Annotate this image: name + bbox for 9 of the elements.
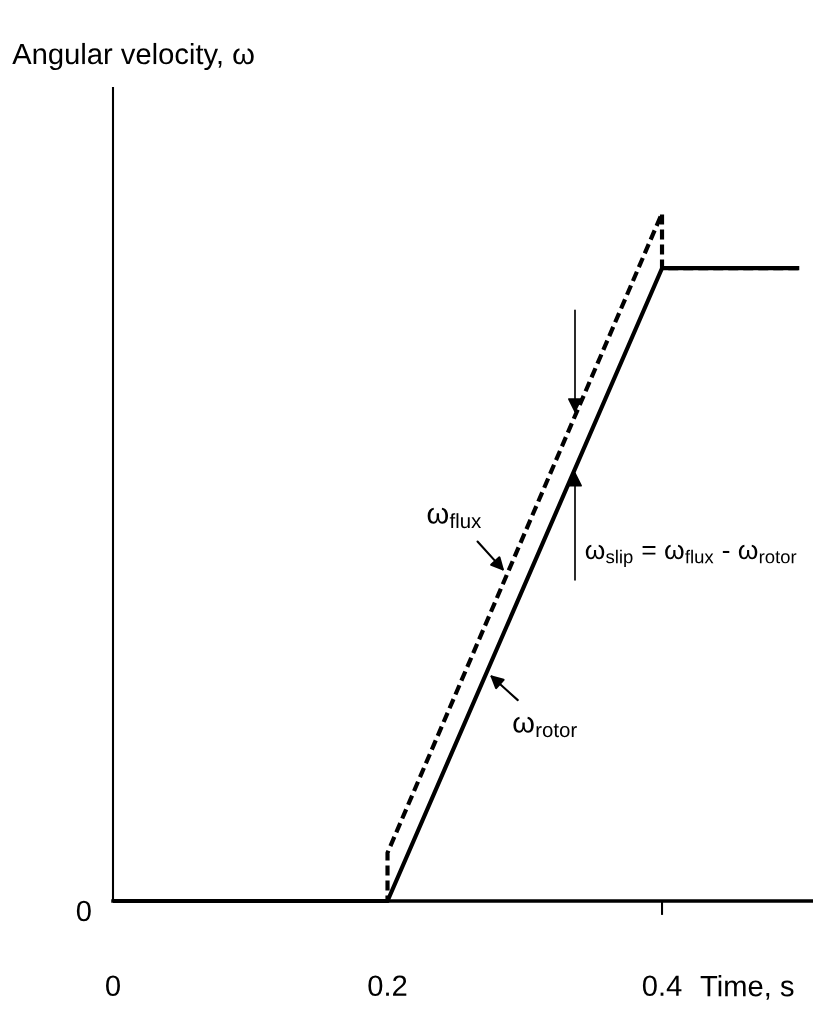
x-axis-title: Time, s [700,975,794,1000]
series-label: ω$_{flux}$ [427,507,482,529]
legend-label: ω$_{rotor}$ [513,716,577,738]
x-tick-label: 0.4 [642,975,682,997]
y-axis-title: Angular velocity, ω [12,42,254,71]
x-tick-label: 0.2 [368,975,407,997]
annotation: ω$_{slip}$ = ω$_{flux}$ - ω$_{rotor}$ [585,544,797,568]
x-tick-label: 0 [106,975,120,997]
annotation: 0 [76,900,91,922]
